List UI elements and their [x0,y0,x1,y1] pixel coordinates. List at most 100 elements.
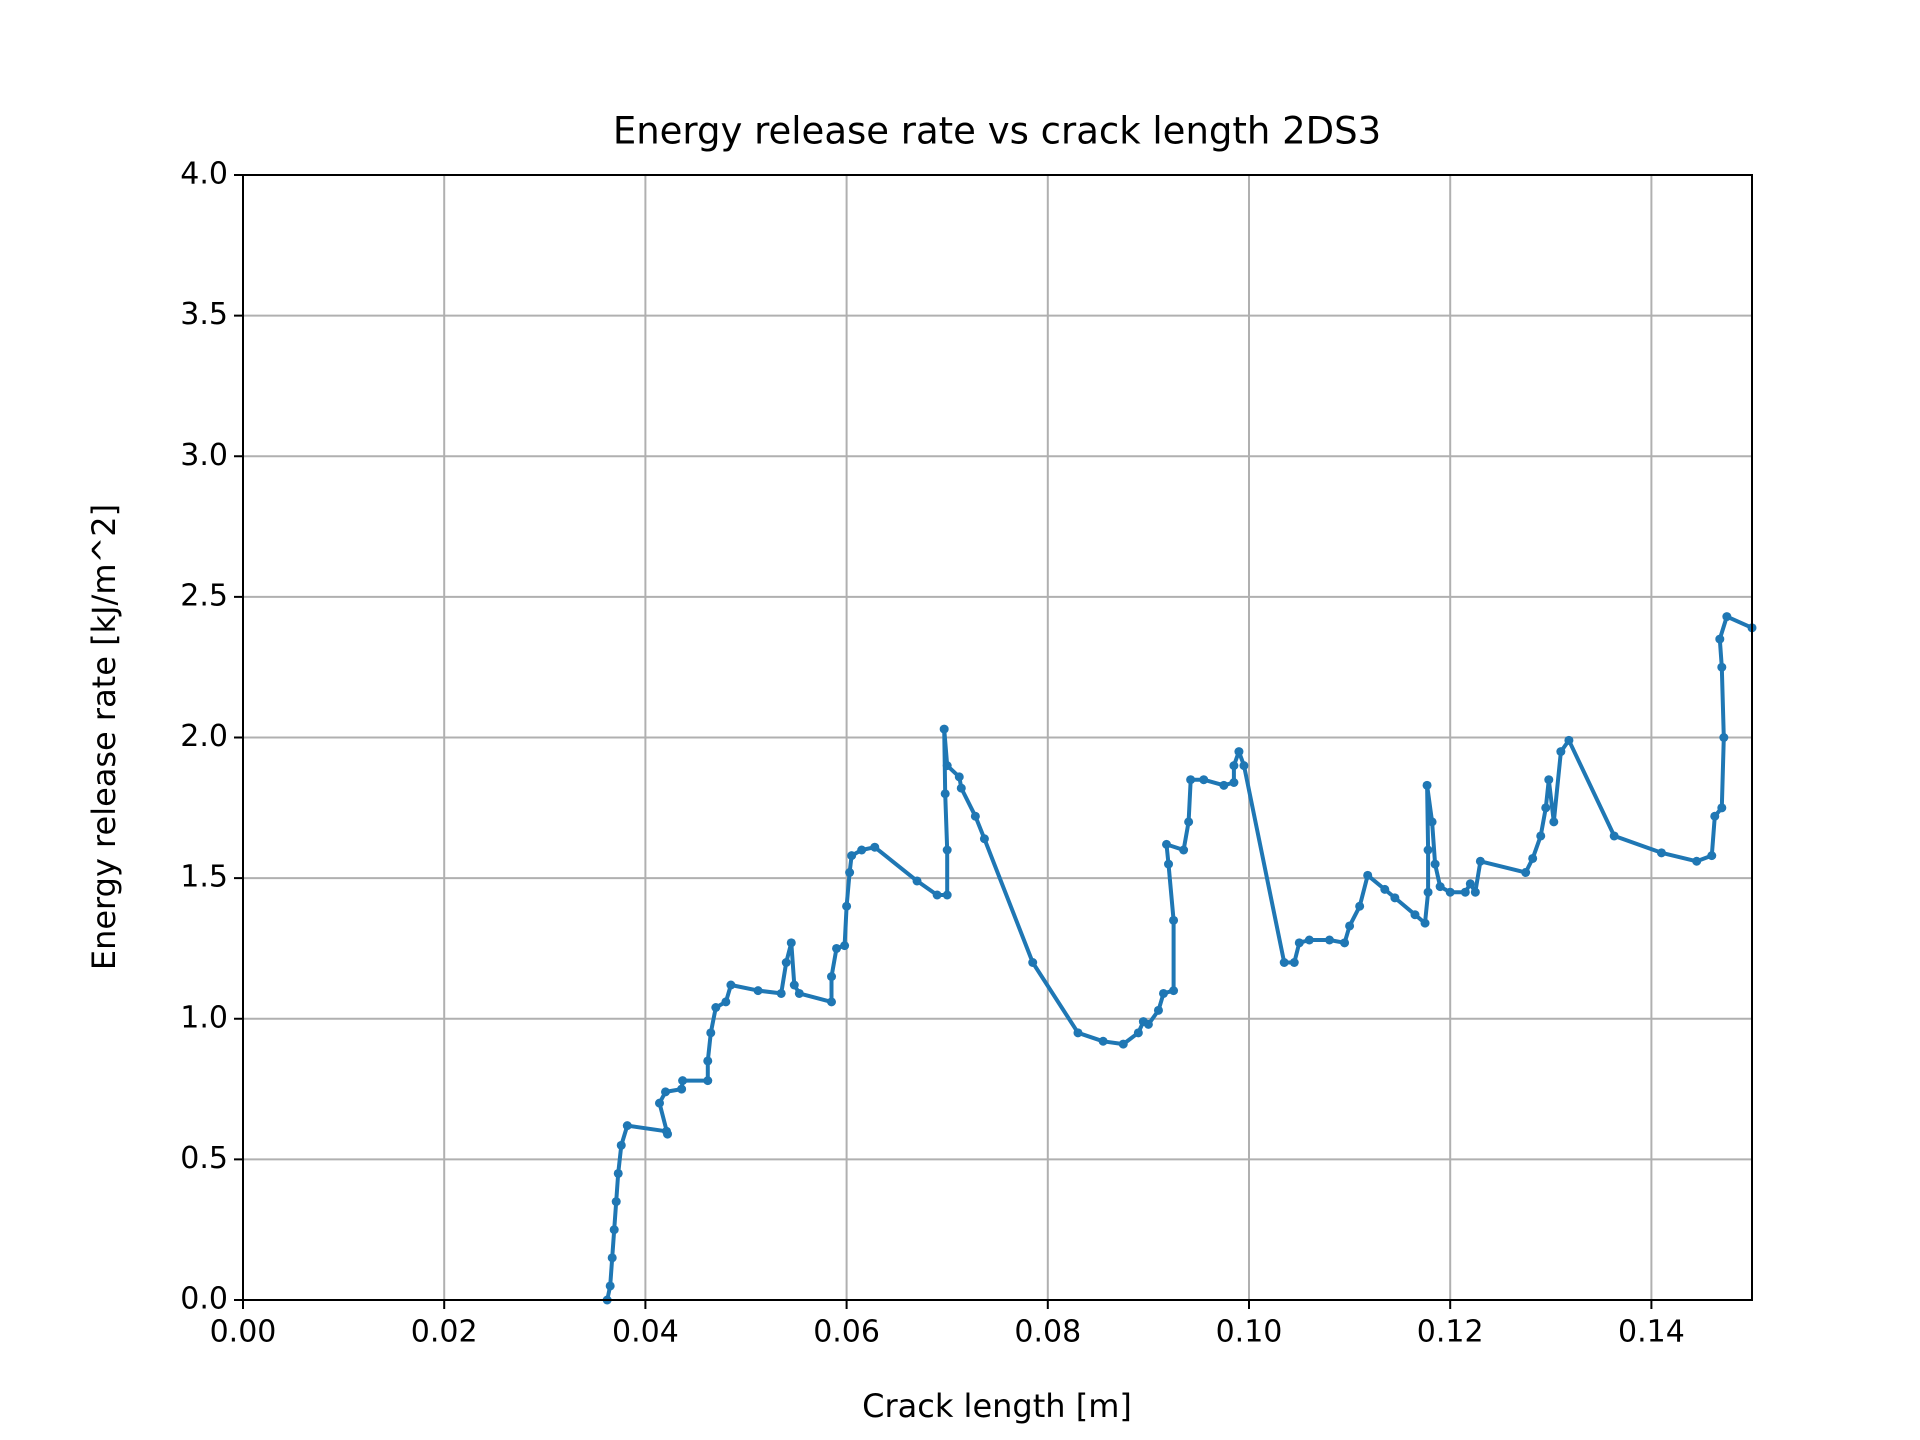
data-point [1355,901,1365,911]
data-point [1340,938,1350,948]
y-axis-label: Energy release rate [kJ/m^2] [85,504,123,970]
plot-frame [242,174,1753,1301]
data-point [1169,986,1179,996]
data-point [1521,868,1531,877]
data-point [1656,848,1666,858]
data-point [1556,747,1566,757]
x-tick-label: 0.08 [1014,1315,1081,1350]
x-axis-label: Crack length [m] [862,1387,1132,1425]
data-point [845,868,855,877]
data-point [1536,831,1546,841]
data-point [1719,733,1729,742]
data-point [616,1140,626,1150]
data-point [613,1168,623,1178]
data-point [840,941,850,951]
data-point [794,988,804,998]
data-point [1133,1028,1143,1038]
data-point [1239,761,1249,771]
data-point [827,972,837,982]
data-point [1363,870,1373,880]
data-point [1028,958,1038,967]
data-point [1423,845,1433,855]
data-point [703,1056,713,1066]
data-point [786,938,796,948]
y-tick-label: 2.0 [180,719,228,754]
data-point [663,1129,673,1139]
data-point [1692,856,1702,866]
data-point [1219,780,1229,790]
data-point [1143,1019,1153,1029]
data-point [654,1098,664,1108]
y-tick-label: 1.0 [180,1000,228,1035]
data-point [609,1225,619,1235]
data-point [1564,735,1574,745]
data-point [711,1003,721,1012]
data-point [832,943,842,953]
data-point [1186,775,1196,785]
x-tick-label: 0.00 [210,1315,277,1350]
data-point [1229,761,1239,771]
chart-title: Energy release rate vs crack length 2DS3 [613,110,1381,153]
data-point [1118,1039,1128,1049]
data-point [1541,803,1551,813]
y-tick-label: 4.0 [180,157,228,192]
data-point [979,834,989,844]
data-point [1229,778,1239,787]
data-point [1707,851,1717,861]
data-point [1158,988,1168,998]
data-point [942,890,952,900]
data-point [1184,817,1194,827]
data-point [870,842,880,852]
data-point [1234,747,1244,757]
data-point [1390,893,1400,903]
data-point [1410,910,1420,920]
data-point [942,845,952,855]
data-point [1169,915,1179,925]
data-point [703,1076,713,1086]
data-point [940,789,950,799]
data-point [776,988,786,998]
data-point [1710,811,1720,821]
data-point [753,986,763,996]
data-point [1098,1036,1108,1046]
data-point [1179,845,1189,855]
data-point [1199,775,1209,785]
y-tick-label: 3.5 [180,297,228,332]
data-point [661,1087,671,1097]
data-point [1073,1028,1083,1038]
data-point [1715,634,1725,644]
data-point [857,845,867,855]
y-tick-label: 0.5 [180,1141,228,1176]
data-point [1420,918,1430,928]
data-point [781,958,791,967]
y-tick-label: 2.5 [180,578,228,613]
data-point [607,1253,617,1263]
data-point [1345,921,1355,931]
data-point [1435,882,1445,892]
x-tick-label: 0.06 [813,1315,880,1350]
data-point [1465,879,1475,889]
x-tick-label: 0.04 [612,1315,679,1350]
data-point [932,890,942,900]
data-point [912,876,922,886]
data-point [1717,662,1727,672]
data-point [721,997,731,1007]
data-point [1380,884,1390,894]
data-point [1475,856,1485,866]
data-point [1528,853,1538,863]
data-point [678,1076,688,1086]
data-point [677,1084,687,1094]
data-point [970,811,980,821]
data-point [827,997,837,1007]
data-point [622,1121,632,1131]
data-point [1153,1005,1163,1015]
data-point [1609,831,1619,841]
data-point [847,851,857,861]
data-point [1717,803,1727,813]
x-tick-label: 0.12 [1417,1315,1484,1350]
data-point [1544,775,1554,785]
data-line [605,614,1753,1301]
data-point [789,980,799,990]
data-point [1430,859,1440,869]
data-point [1423,887,1433,897]
